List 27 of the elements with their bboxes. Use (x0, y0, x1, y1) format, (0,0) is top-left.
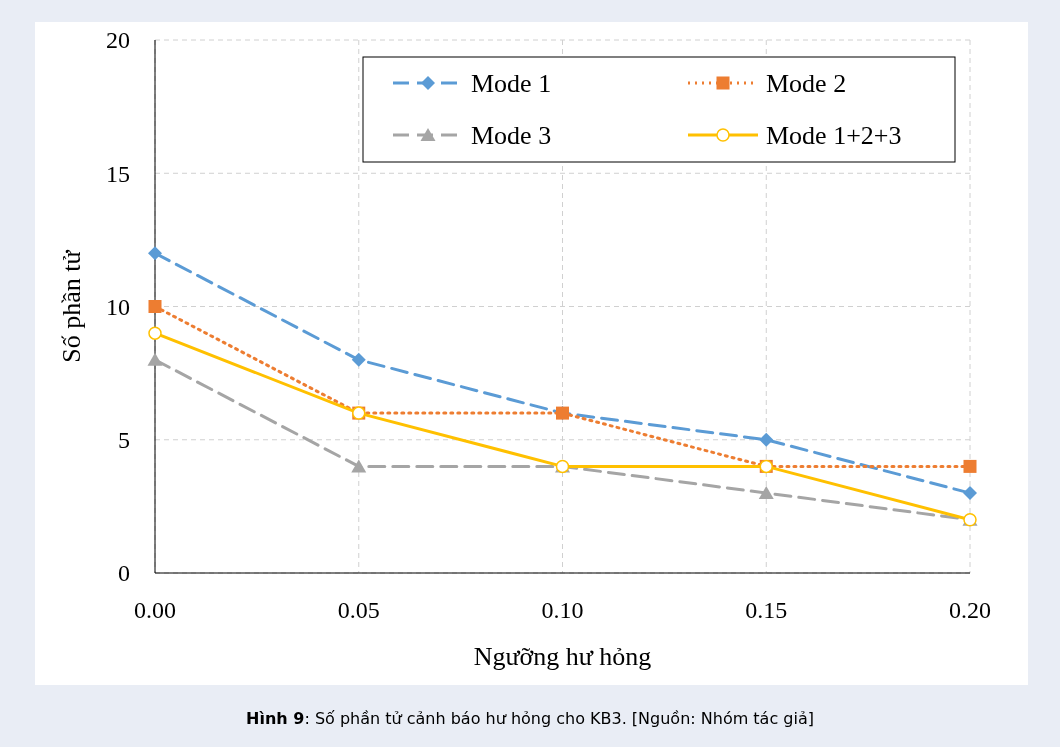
y-tick-label: 15 (106, 160, 130, 187)
point (963, 459, 977, 473)
y-tick-label: 10 (106, 293, 130, 320)
point (351, 352, 366, 367)
point (148, 300, 162, 313)
x-axis-title: Ngưỡng hư hỏng (473, 642, 652, 671)
point (759, 432, 774, 447)
x-tick-label: 0.20 (949, 597, 991, 623)
point (147, 352, 163, 366)
point (148, 246, 162, 261)
y-tick-label: 5 (118, 427, 130, 454)
text: Hình 9: Số phần tử cảnh báo hư hỏng cho KB3. [Nguồn: Nhóm tác giả] (246, 709, 814, 728)
legend-label: Mode 2 (766, 69, 847, 99)
x-tick-label: 0.00 (134, 597, 176, 623)
x-tick-label: 0.10 (541, 597, 584, 623)
point (963, 486, 977, 501)
point (148, 326, 162, 340)
x-tick-label: 0.05 (337, 597, 380, 623)
point (758, 486, 774, 500)
y-tick-label: 0 (118, 560, 130, 587)
point (351, 459, 367, 473)
legend-label: Mode 3 (471, 121, 552, 151)
x-tick-label: 0.15 (745, 597, 788, 623)
y-tick-label: 20 (106, 27, 130, 54)
y-axis-title: Số phần tử (57, 249, 86, 363)
legend-label: Mode 1 (471, 69, 552, 99)
legend-label: Mode 1+2+3 (766, 121, 902, 151)
